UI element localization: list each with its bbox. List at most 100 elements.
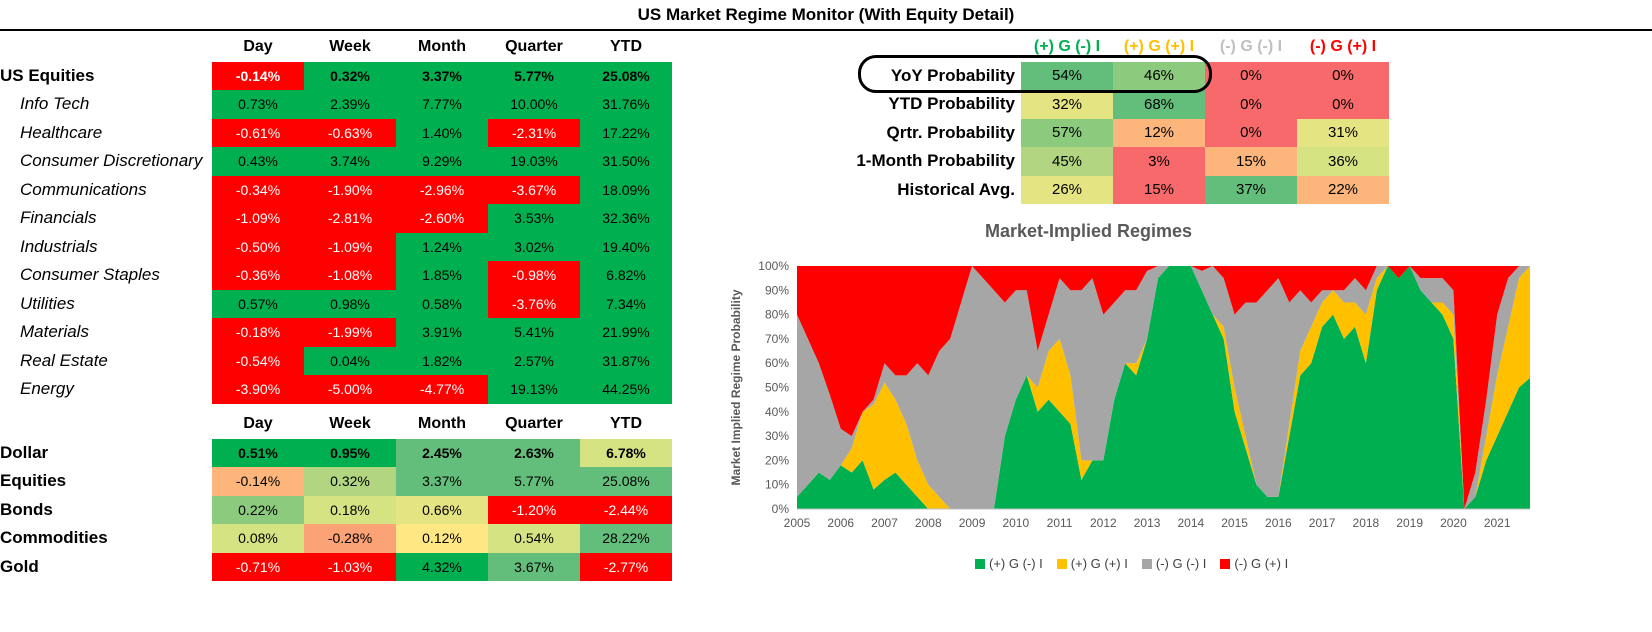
equity-cell: -0.98%	[488, 261, 580, 290]
asset-row-label: Equities	[0, 471, 67, 491]
equity-cell: 19.03%	[488, 147, 580, 176]
equity-cell: 32.36%	[580, 204, 672, 233]
x-tick-label: 2015	[1221, 516, 1248, 530]
asset-cell: 0.22%	[212, 495, 304, 524]
legend-item: (-) G (+) I	[1220, 556, 1288, 571]
y-tick-label: 90%	[765, 283, 789, 297]
area-series-2	[797, 266, 1530, 509]
prob-header-0: (+) G (-) I	[1033, 38, 1101, 56]
equity-cell: 9.29%	[396, 147, 488, 176]
legend-label: (+) G (-) I	[989, 556, 1043, 571]
prob-cell: 22%	[1297, 175, 1389, 204]
equity-cell: 17.22%	[580, 118, 672, 147]
equity-cell: 1.24%	[396, 232, 488, 261]
area-series-3	[797, 266, 1530, 509]
asset-cell: 3.67%	[488, 552, 580, 581]
prob-cell: 26%	[1021, 175, 1113, 204]
asset-cell: 25.08%	[580, 467, 672, 496]
equity-header-0: Day	[243, 38, 273, 56]
equity-cell: 2.57%	[488, 346, 580, 375]
x-tick-label: 2013	[1134, 516, 1161, 530]
equity-header-3: Quarter	[505, 38, 563, 56]
equity-cell: 0.57%	[212, 289, 304, 318]
prob-row: Qrtr. Probability 57% 12% 0% 31%	[836, 118, 1389, 147]
equity-cell: -2.31%	[488, 118, 580, 147]
x-tick-label: 2008	[915, 516, 942, 530]
equity-cell: -2.81%	[304, 204, 396, 233]
equity-cell: 19.13%	[488, 375, 580, 404]
asset-cell: -1.03%	[304, 552, 396, 581]
equity-cell: 0.98%	[304, 289, 396, 318]
equity-cell: -0.50%	[212, 232, 304, 261]
equity-cell: 5.41%	[488, 318, 580, 347]
legend-item: (+) G (+) I	[1056, 556, 1128, 571]
asset-row: Bonds 0.22% 0.18% 0.66% -1.20% -2.44%	[0, 495, 672, 524]
prob-row: YoY Probability 54% 46% 0% 0%	[836, 61, 1389, 90]
asset-row: Gold -0.71% -1.03% 4.32% 3.67% -2.77%	[0, 552, 672, 581]
x-tick-label: 2005	[784, 516, 811, 530]
asset-cell: 0.66%	[396, 495, 488, 524]
equity-corner	[0, 33, 212, 62]
equity-cell: -4.77%	[396, 375, 488, 404]
prob-cell: 32%	[1021, 90, 1113, 119]
x-tick-label: 2014	[1177, 516, 1204, 530]
y-tick-label: 10%	[765, 478, 789, 492]
equity-cell: -1.08%	[304, 261, 396, 290]
legend-item: (+) G (-) I	[975, 556, 1043, 571]
equity-row: US Equities -0.14% 0.32% 3.37% 5.77% 25.08%	[0, 61, 672, 90]
equity-row: Utilities 0.57% 0.98% 0.58% -3.76% 7.34%	[0, 289, 672, 318]
equity-cell: -2.96%	[396, 175, 488, 204]
asset-cell: 0.12%	[396, 524, 488, 553]
report-title-bar: US Market Regime Monitor (With Equity De…	[0, 0, 1652, 31]
equity-cell: 3.91%	[396, 318, 488, 347]
equity-cell: 2.39%	[304, 90, 396, 119]
equity-cell: 5.77%	[488, 61, 580, 90]
equity-cell: 3.53%	[488, 204, 580, 233]
asset-cell: 0.18%	[304, 495, 396, 524]
asset-row: Commodities 0.08% -0.28% 0.12% 0.54% 28.22%	[0, 524, 672, 553]
x-tick-label: 2018	[1353, 516, 1380, 530]
equity-row-label: US Equities	[0, 65, 95, 85]
y-tick-label: 50%	[765, 381, 789, 395]
y-tick-label: 80%	[765, 308, 789, 322]
equity-cell: 0.32%	[304, 61, 396, 90]
asset-cell: 0.32%	[304, 467, 396, 496]
x-tick-label: 2016	[1265, 516, 1292, 530]
equity-row-label: Energy	[20, 379, 74, 399]
equity-cell: 6.82%	[580, 261, 672, 290]
prob-row: Historical Avg. 26% 15% 37% 22%	[836, 175, 1389, 204]
equity-header-1: Week	[329, 38, 371, 56]
equity-row: Communications -0.34% -1.90% -2.96% -3.67% 18…	[0, 175, 672, 204]
regime-probability-table: (+) G (-) I (+) G (+) I (-) G (-) I (-) G (…	[836, 33, 1389, 204]
equity-cell: -3.67%	[488, 175, 580, 204]
asset-header-2: Month	[418, 415, 466, 433]
prob-header-1: (+) G (+) I	[1123, 38, 1195, 56]
equity-cell: 18.09%	[580, 175, 672, 204]
prob-header-3: (-) G (+) I	[1309, 38, 1377, 56]
prob-cell: 54%	[1021, 61, 1113, 90]
equity-cell: 44.25%	[580, 375, 672, 404]
equity-cell: 0.73%	[212, 90, 304, 119]
prob-cell: 0%	[1205, 118, 1297, 147]
asset-header-4: YTD	[610, 415, 642, 433]
prob-row: YTD Probability 32% 68% 0% 0%	[836, 90, 1389, 119]
legend-item: (-) G (-) I	[1141, 556, 1206, 571]
x-tick-label: 2007	[871, 516, 898, 530]
prob-cell: 12%	[1113, 118, 1205, 147]
equity-cell: 3.37%	[396, 61, 488, 90]
equity-cell: -1.09%	[304, 232, 396, 261]
legend-label: (-) G (+) I	[1234, 556, 1289, 571]
asset-row-label: Gold	[0, 556, 39, 576]
equity-row: Info Tech 0.73% 2.39% 7.77% 10.00% 31.76%	[0, 90, 672, 119]
prob-row-label: YoY Probability	[890, 65, 1015, 85]
equity-cell: 0.58%	[396, 289, 488, 318]
asset-cell: -0.71%	[212, 552, 304, 581]
prob-cell: 31%	[1297, 118, 1389, 147]
y-tick-label: 20%	[765, 453, 789, 467]
equity-header-2: Month	[418, 38, 466, 56]
x-tick-label: 2010	[1002, 516, 1029, 530]
equity-cell: 3.74%	[304, 147, 396, 176]
asset-header-0: Day	[243, 415, 273, 433]
asset-cell: 28.22%	[580, 524, 672, 553]
equity-cell: 31.87%	[580, 346, 672, 375]
